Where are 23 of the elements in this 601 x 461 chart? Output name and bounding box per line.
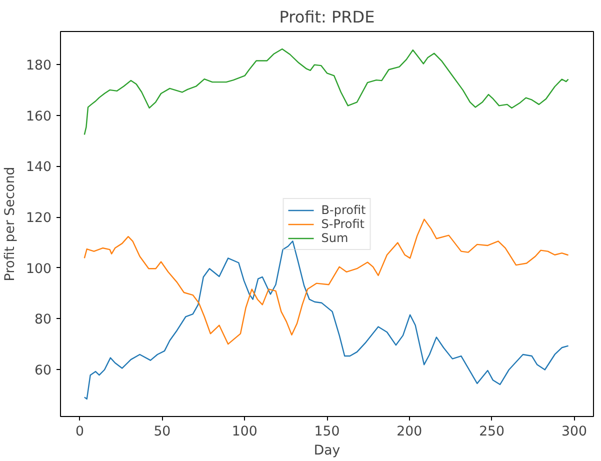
x-tick-label: 100 (232, 424, 258, 440)
x-tick-label: 300 (561, 424, 587, 440)
chart-title: Profit: PRDE (279, 8, 375, 26)
y-axis-title: Profit per Second (3, 166, 18, 282)
legend-label: S-Profit (321, 216, 365, 230)
legend-label: Sum (321, 230, 348, 244)
x-tick-label: 0 (76, 424, 84, 440)
y-tick-label: 60 (34, 363, 52, 378)
y-tick-label: 180 (26, 58, 52, 74)
y-tick-label: 140 (26, 160, 52, 176)
x-tick-label: 200 (396, 424, 422, 440)
x-tick-label: 150 (314, 424, 340, 440)
x-tick-label: 50 (154, 424, 171, 440)
line-series (84, 240, 569, 400)
y-tick-label: 120 (26, 211, 52, 226)
y-tick-label: 160 (26, 109, 52, 124)
y-tick-label: 80 (34, 312, 52, 328)
x-axis-title: Day (314, 444, 340, 458)
line-series (84, 48, 569, 136)
legend-label: B-profit (321, 202, 366, 216)
y-tick-label: 100 (26, 262, 52, 277)
x-tick-label: 250 (479, 424, 505, 440)
line-series (84, 218, 569, 345)
